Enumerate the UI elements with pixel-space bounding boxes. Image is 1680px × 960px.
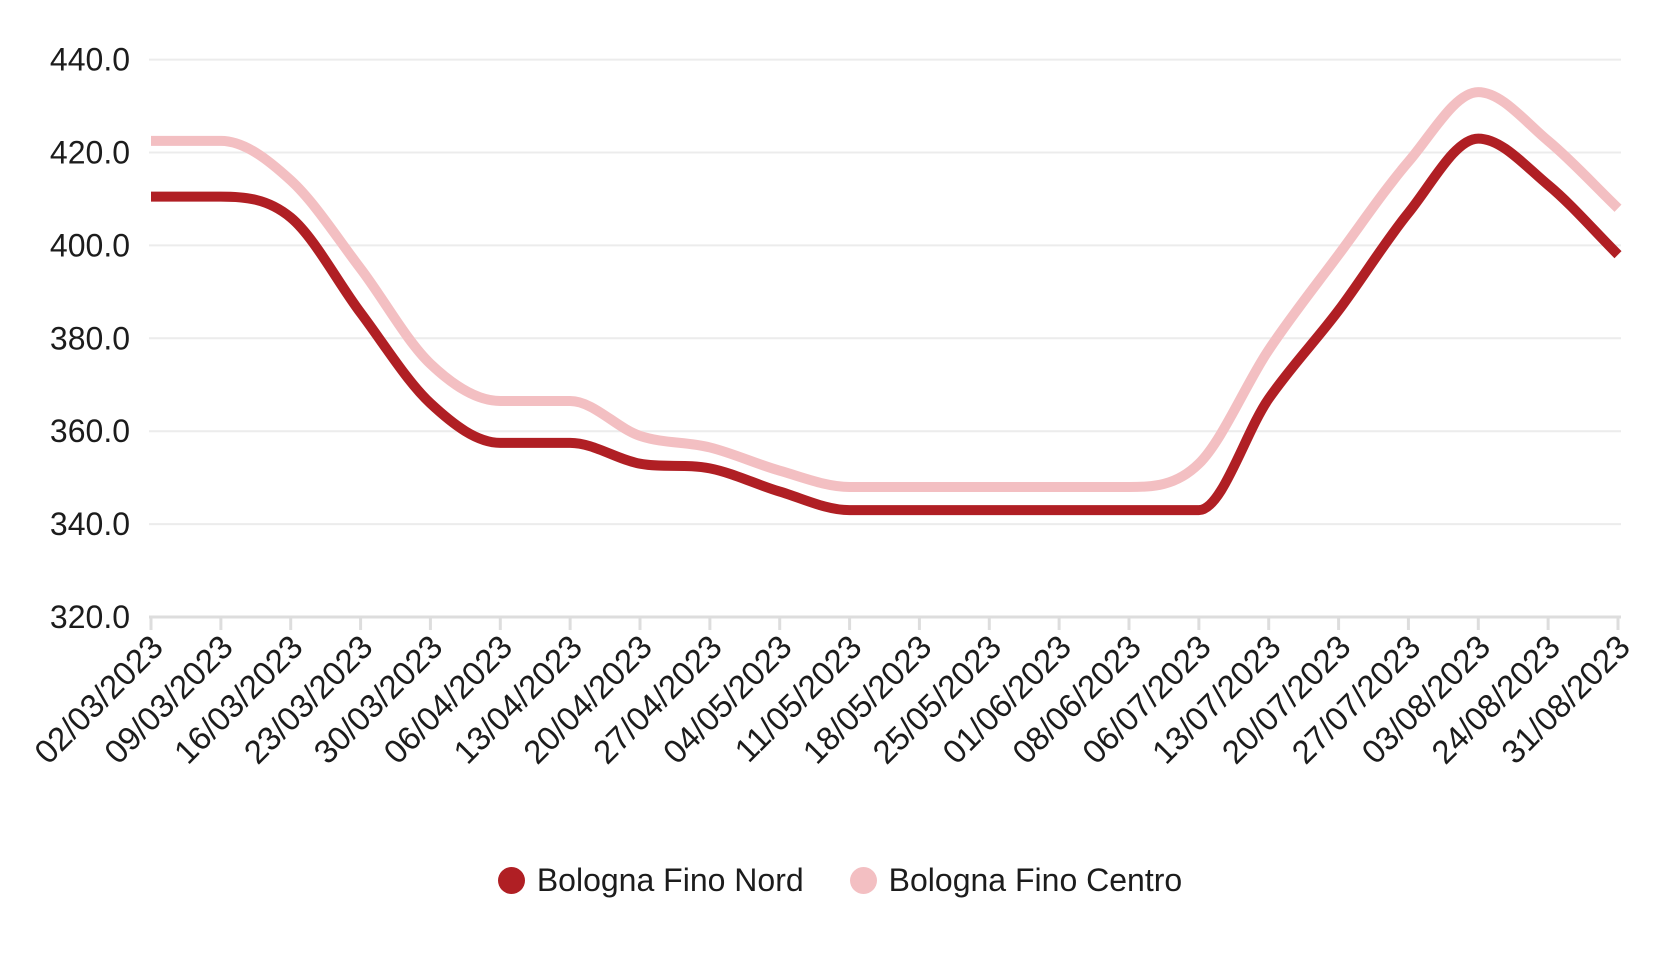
series-line-bologna-fino-nord [151, 133, 1622, 516]
y-axis-label: 380.0 [50, 320, 130, 356]
legend-item-bologna-fino-nord: Bologna Fino Nord [497, 862, 804, 899]
legend-label-nord: Bologna Fino Nord [536, 862, 804, 898]
y-axis-label: 420.0 [50, 135, 130, 171]
series-line-bologna-fino-centro [150, 87, 1622, 492]
y-axis-label: 320.0 [50, 599, 130, 635]
legend-item-bologna-fino-centro: Bologna Fino Centro [849, 862, 1183, 899]
y-axis-label: 400.0 [50, 227, 130, 263]
legend-label-centro: Bologna Fino Centro [888, 862, 1183, 898]
y-axis-label: 360.0 [50, 413, 130, 449]
line-chart: 320.0340.0360.0380.0400.0420.0440.002/03… [27, 42, 1637, 771]
legend-marker-nord-icon [497, 867, 525, 894]
legend-marker-centro-icon [849, 867, 877, 894]
legend: Bologna Fino Nord Bologna Fino Centro [0, 862, 1680, 899]
y-axis-label: 340.0 [50, 506, 130, 542]
y-axis-label: 440.0 [50, 42, 130, 78]
